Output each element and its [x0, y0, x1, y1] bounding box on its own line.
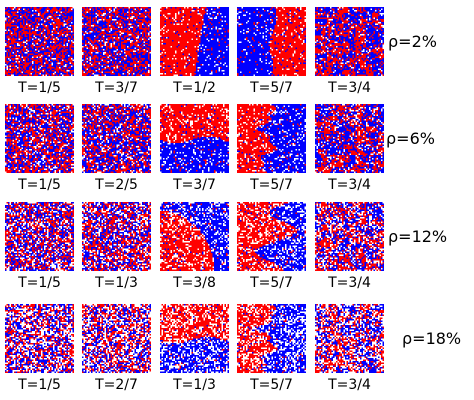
lattice-panel-r3-c5: [315, 202, 384, 271]
lattice-panel-r2-c1: [5, 104, 74, 173]
lattice-panel-r3-c4: [237, 202, 306, 271]
density-label: ρ=18%: [402, 330, 461, 348]
lattice-panel-r1-c5: [315, 7, 384, 76]
temperature-label: T=1/2: [155, 80, 235, 96]
lattice-panel-r2-c2: [82, 104, 151, 173]
lattice-panel-r3-c3: [160, 202, 229, 271]
temperature-label: T=1/5: [0, 275, 80, 291]
temperature-label: T=5/7: [232, 275, 312, 291]
temperature-label: T=3/4: [310, 80, 390, 96]
lattice-panel-r4-c4: [237, 304, 306, 373]
temperature-label: T=3/4: [310, 377, 390, 393]
lattice-panel-r3-c1: [5, 202, 74, 271]
lattice-panel-r1-c4: [237, 7, 306, 76]
lattice-panel-r2-c3: [160, 104, 229, 173]
temperature-label: T=1/3: [77, 275, 157, 291]
density-label: ρ=6%: [386, 130, 435, 148]
lattice-panel-r4-c1: [5, 304, 74, 373]
temperature-label: T=5/7: [232, 377, 312, 393]
lattice-panel-r3-c2: [82, 202, 151, 271]
temperature-label: T=1/5: [0, 377, 80, 393]
lattice-panel-r1-c3: [160, 7, 229, 76]
lattice-panel-r1-c1: [5, 7, 74, 76]
temperature-label: T=3/4: [310, 177, 390, 193]
temperature-label: T=1/3: [155, 377, 235, 393]
lattice-panel-r4-c2: [82, 304, 151, 373]
temperature-label: T=5/7: [232, 177, 312, 193]
lattice-panel-r2-c5: [315, 104, 384, 173]
lattice-panel-r2-c4: [237, 104, 306, 173]
temperature-label: T=2/7: [77, 377, 157, 393]
temperature-label: T=3/4: [310, 275, 390, 291]
density-label: ρ=2%: [388, 33, 437, 51]
lattice-panel-r4-c5: [315, 304, 384, 373]
temperature-label: T=3/8: [155, 275, 235, 291]
density-label: ρ=12%: [388, 228, 447, 246]
temperature-label: T=3/7: [77, 80, 157, 96]
lattice-panel-r4-c3: [160, 304, 229, 373]
temperature-label: T=5/7: [232, 80, 312, 96]
temperature-label: T=1/5: [0, 80, 80, 96]
lattice-panel-r1-c2: [82, 7, 151, 76]
temperature-label: T=3/7: [155, 177, 235, 193]
temperature-label: T=2/5: [77, 177, 157, 193]
temperature-label: T=1/5: [0, 177, 80, 193]
